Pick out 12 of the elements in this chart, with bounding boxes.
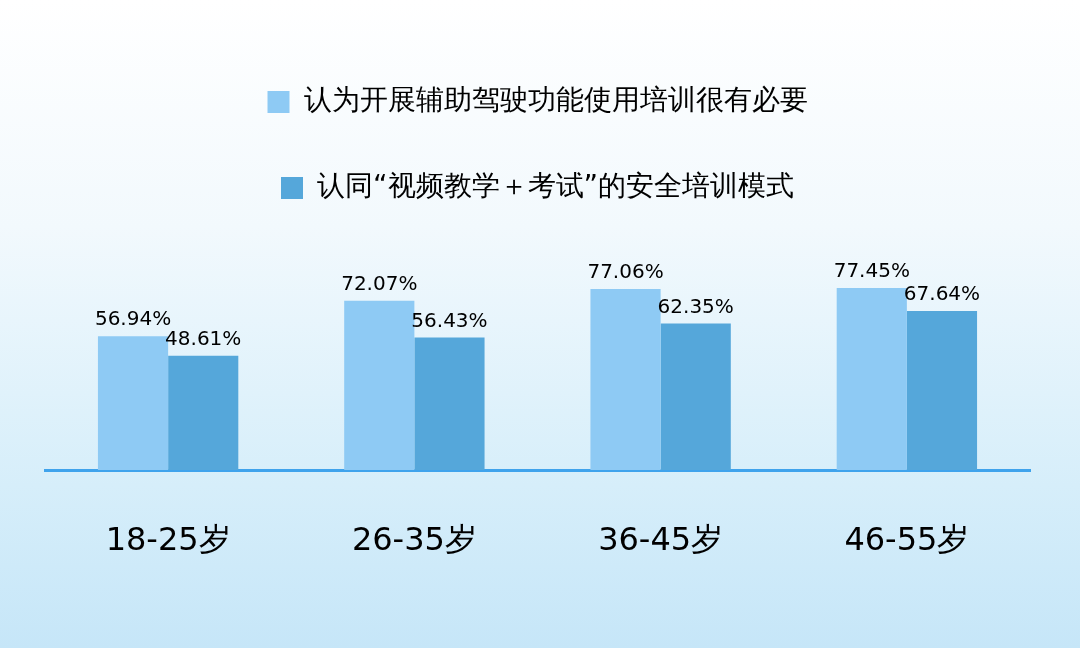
x-tick-label: 26-35岁: [351, 519, 477, 558]
x-tick-label: 46-55岁: [844, 519, 970, 558]
data-label: 62.35%: [657, 293, 734, 318]
data-label: 67.64%: [903, 281, 981, 306]
data-label: 77.06%: [587, 259, 664, 284]
data-label: 56.43%: [411, 307, 488, 332]
x-tick-label: 18-25岁: [105, 519, 231, 558]
legend-label: 认同“视频教学＋考试”的安全培训模式: [316, 169, 795, 203]
x-tick-label: 36-45岁: [598, 519, 724, 558]
data-label: 72.07%: [341, 270, 418, 295]
data-label: 77.45%: [833, 258, 910, 283]
legend-label: 认为开展辅助驾驶功能使用培训很有必要: [303, 83, 808, 117]
